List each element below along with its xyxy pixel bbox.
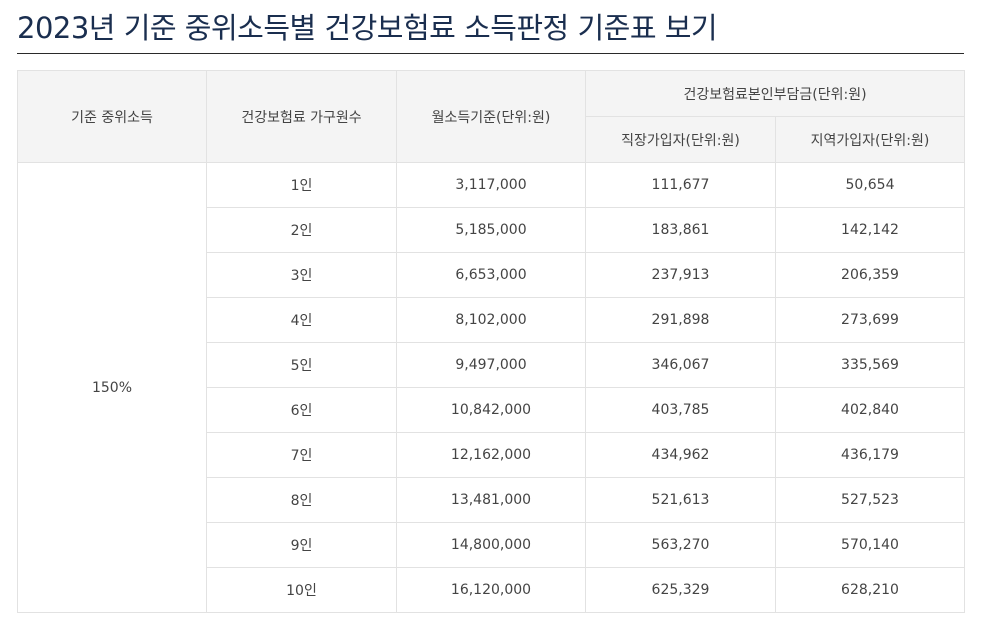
- table-row: 8인 13,481,000 521,613 527,523: [18, 477, 965, 523]
- regional-premium-cell: 142,142: [775, 207, 965, 253]
- table-row: 2인 5,185,000 183,861 142,142: [18, 207, 965, 253]
- employee-premium-cell: 521,613: [585, 477, 776, 523]
- household-cell: 5인: [206, 342, 397, 388]
- header-monthly-income: 월소득기준(단위:원): [396, 70, 586, 163]
- table-row: 5인 9,497,000 346,067 335,569: [18, 342, 965, 388]
- employee-premium-cell: 346,067: [585, 342, 776, 388]
- table-row: 150% 1인 3,117,000 111,677 50,654: [17, 162, 965, 613]
- household-cell: 4인: [206, 297, 397, 343]
- household-cell: 1인: [206, 162, 397, 208]
- employee-premium-cell: 563,270: [585, 522, 776, 568]
- regional-premium-cell: 570,140: [775, 522, 965, 568]
- household-cell: 10인: [206, 567, 397, 613]
- regional-premium-cell: 335,569: [775, 342, 965, 388]
- table-row: 10인 16,120,000 625,329 628,210: [18, 567, 965, 613]
- regional-premium-cell: 527,523: [775, 477, 965, 523]
- employee-premium-cell: 291,898: [585, 297, 776, 343]
- regional-premium-cell: 206,359: [775, 252, 965, 298]
- header-premium-group: 건강보험료본인부담금(단위:원): [585, 70, 965, 117]
- income-cell: 12,162,000: [396, 432, 586, 478]
- employee-premium-cell: 403,785: [585, 387, 776, 433]
- median-income-value: 150%: [17, 162, 207, 613]
- page-title: 2023년 기준 중위소득별 건강보험료 소득판정 기준표 보기: [17, 11, 718, 45]
- table-row: 4인 8,102,000 291,898 273,699: [18, 297, 965, 343]
- employee-premium-cell: 237,913: [585, 252, 776, 298]
- household-cell: 3인: [206, 252, 397, 298]
- header-median-income: 기준 중위소득: [17, 70, 207, 163]
- household-cell: 7인: [206, 432, 397, 478]
- household-cell: 8인: [206, 477, 397, 523]
- employee-premium-cell: 183,861: [585, 207, 776, 253]
- income-cell: 16,120,000: [396, 567, 586, 613]
- employee-premium-cell: 111,677: [585, 162, 776, 208]
- regional-premium-cell: 628,210: [775, 567, 965, 613]
- header-row: 기준 중위소득 건강보험료 가구원수 월소득기준(단위:원) 건강보험료본인부담…: [17, 70, 965, 163]
- household-cell: 2인: [206, 207, 397, 253]
- income-criteria-table: 기준 중위소득 건강보험료 가구원수 월소득기준(단위:원) 건강보험료본인부담…: [17, 70, 965, 613]
- income-cell: 6,653,000: [396, 252, 586, 298]
- header-regional-premium: 지역가입자(단위:원): [775, 116, 965, 163]
- table-row: 7인 12,162,000 434,962 436,179: [18, 432, 965, 478]
- income-cell: 8,102,000: [396, 297, 586, 343]
- table-row: 6인 10,842,000 403,785 402,840: [18, 387, 965, 433]
- regional-premium-cell: 50,654: [775, 162, 965, 208]
- regional-premium-cell: 436,179: [775, 432, 965, 478]
- household-cell: 6인: [206, 387, 397, 433]
- title-divider: [17, 53, 964, 54]
- employee-premium-cell: 625,329: [585, 567, 776, 613]
- household-cell: 9인: [206, 522, 397, 568]
- income-cell: 14,800,000: [396, 522, 586, 568]
- regional-premium-cell: 402,840: [775, 387, 965, 433]
- income-cell: 9,497,000: [396, 342, 586, 388]
- table-row: 3인 6,653,000 237,913 206,359: [18, 252, 965, 298]
- employee-premium-cell: 434,962: [585, 432, 776, 478]
- subheader-row: 직장가입자(단위:원) 지역가입자(단위:원): [18, 116, 965, 163]
- header-employee-premium: 직장가입자(단위:원): [585, 116, 776, 163]
- header-household-size: 건강보험료 가구원수: [206, 70, 397, 163]
- income-cell: 13,481,000: [396, 477, 586, 523]
- income-cell: 10,842,000: [396, 387, 586, 433]
- regional-premium-cell: 273,699: [775, 297, 965, 343]
- income-cell: 3,117,000: [396, 162, 586, 208]
- income-cell: 5,185,000: [396, 207, 586, 253]
